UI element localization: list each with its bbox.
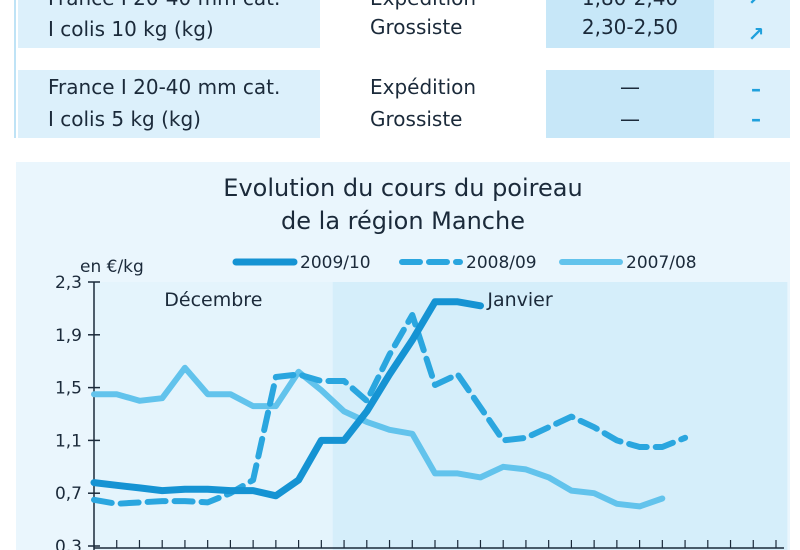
y-tick-label-3: 1,1 — [55, 431, 82, 451]
y-tick-label-1: 1,9 — [55, 326, 82, 346]
row1-market2: Grossiste — [370, 15, 463, 39]
price-table: France I 20-40 mm cat. I colis 10 kg (kg… — [0, 0, 800, 150]
row2-market2: Grossiste — [370, 107, 463, 131]
section-label-1: Janvier — [486, 289, 553, 311]
row1-product-bg — [18, 0, 320, 48]
row2-trend1-icon: – — [751, 77, 761, 101]
legend-label-2: 2007/08 — [626, 253, 697, 273]
row1-trend1-icon: ↗ — [736, 0, 776, 10]
y-tick-label-0: 2,3 — [55, 273, 82, 293]
chart-title: Evolution du cours du poireau de la régi… — [16, 172, 790, 238]
row2-price2: — — [620, 107, 640, 131]
series-line-2007-08 — [91, 364, 666, 510]
row2-trend2-icon: – — [751, 107, 761, 131]
row2-trend-bg — [714, 70, 790, 138]
section-bg-0 — [94, 282, 333, 550]
row1-price-bg — [546, 0, 714, 48]
row1-price2: 2,30-2,50 — [581, 15, 679, 39]
chart-title-line1: Evolution du cours du poireau — [223, 174, 583, 202]
y-axis-label: en €/kg — [80, 257, 144, 277]
chart-panel: Décembre Janvier 2,3 1,9 1,5 1,1 0,7 0,3 en €/k… — [16, 162, 790, 550]
section-label-0: Décembre — [164, 289, 262, 311]
table-left-border — [14, 0, 16, 138]
chart-title-line2: de la région Manche — [281, 207, 525, 235]
row1-trend2-icon: ↗ — [747, 22, 765, 46]
row2-price1: — — [620, 75, 640, 99]
row2-price-bg — [546, 70, 714, 138]
legend-label-0: 2009/10 — [300, 253, 371, 273]
row2-market1: Expédition — [370, 75, 477, 99]
chart-svg: Décembre Janvier 2,3 1,9 1,5 1,1 0,7 0,3 en €/k… — [16, 162, 790, 550]
y-tick-label-5: 0,3 — [55, 537, 82, 550]
series-line-2008-09 — [91, 312, 689, 507]
row2-product-bg — [18, 70, 320, 138]
section-bg-1 — [332, 282, 788, 550]
row1-trend-bg — [714, 0, 790, 48]
series-line-2009-10 — [90, 298, 484, 500]
row2-product-line2: I colis 5 kg (kg) — [48, 107, 201, 131]
row2-product-line1: France I 20-40 mm cat. — [48, 75, 281, 99]
y-tick-label-2: 1,5 — [55, 379, 82, 399]
legend-label-1: 2008/09 — [466, 253, 537, 273]
row1-market1: Expédition — [370, 0, 476, 10]
row1-product-line1: France I 20-40 mm cat. — [48, 0, 280, 10]
row1-price1: 1,80-2,40 — [548, 0, 712, 10]
row1-product-line2: I colis 10 kg (kg) — [48, 17, 214, 41]
y-tick-label-4: 0,7 — [55, 484, 82, 504]
